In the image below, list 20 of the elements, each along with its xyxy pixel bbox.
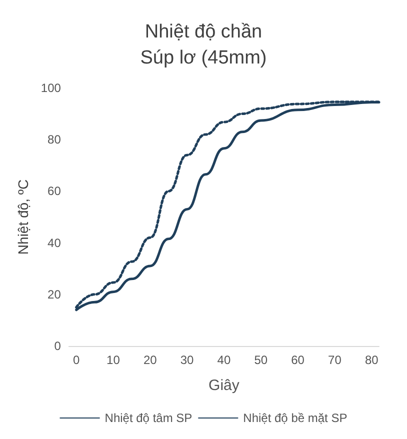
x-tick-label: 60 [291,353,305,367]
y-tick-label: 40 [48,236,62,250]
x-tick-label: 50 [254,353,268,367]
y-tick-label: 100 [40,81,62,95]
y-tick-label: 80 [48,132,62,147]
x-axis-title: Giây [208,377,240,394]
x-tick-label: 10 [106,353,120,367]
x-tick-label: 80 [364,353,379,367]
legend-label: Nhiệt độ tâm SP [104,411,192,425]
y-tick-label: 0 [54,339,62,353]
chart-title: Nhiệt độ chần Súp lơ (45mm) [140,22,267,68]
x-tick-label: 70 [328,353,342,367]
x-tick-label: 0 [72,353,80,367]
x-tick-label: 20 [143,353,158,367]
legend-label: Nhiệt độ bề mặt SP [243,411,348,425]
y-tick-label: 60 [48,184,62,198]
y-axis-title: Nhiệt độ, ºC [15,179,31,255]
x-tick-label: 40 [217,353,231,367]
x-tick-label: 30 [180,353,194,367]
y-tick-label: 20 [48,287,62,302]
